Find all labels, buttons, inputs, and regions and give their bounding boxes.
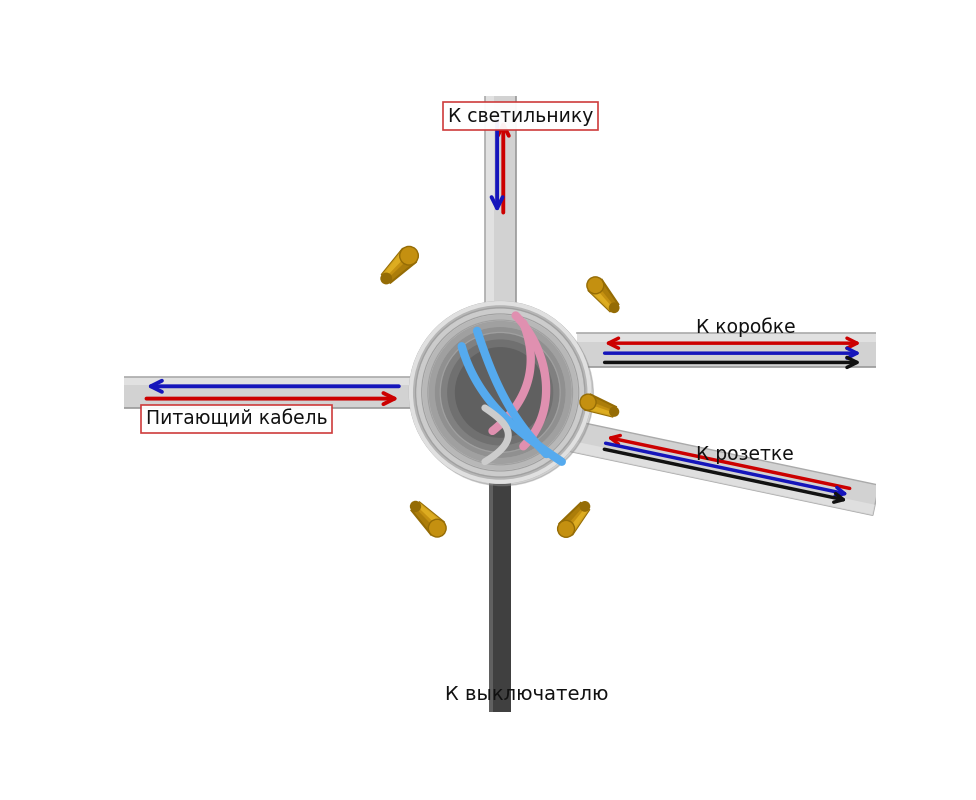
Circle shape: [410, 501, 422, 512]
Polygon shape: [577, 333, 876, 342]
Circle shape: [580, 394, 596, 410]
Polygon shape: [586, 404, 614, 417]
Polygon shape: [567, 507, 590, 534]
Polygon shape: [485, 96, 494, 312]
Polygon shape: [562, 439, 875, 515]
Polygon shape: [589, 280, 618, 311]
Circle shape: [609, 302, 620, 313]
Polygon shape: [412, 507, 436, 534]
Circle shape: [609, 406, 620, 417]
Text: К светильнику: К светильнику: [448, 106, 593, 126]
Polygon shape: [559, 503, 584, 528]
Polygon shape: [596, 280, 618, 307]
Polygon shape: [586, 394, 616, 417]
Polygon shape: [489, 474, 511, 712]
Polygon shape: [489, 474, 493, 712]
Polygon shape: [387, 257, 416, 282]
Polygon shape: [125, 377, 420, 385]
Polygon shape: [417, 502, 443, 527]
Circle shape: [412, 304, 593, 486]
Polygon shape: [485, 96, 515, 312]
Polygon shape: [125, 377, 420, 408]
Circle shape: [587, 277, 604, 294]
Circle shape: [417, 310, 584, 476]
Circle shape: [448, 340, 552, 445]
Polygon shape: [562, 420, 879, 515]
Circle shape: [424, 315, 577, 470]
Polygon shape: [382, 249, 416, 282]
Circle shape: [557, 520, 575, 538]
Text: К коробке: К коробке: [696, 318, 795, 338]
Circle shape: [428, 519, 446, 537]
Polygon shape: [589, 394, 616, 410]
Text: К выключателю: К выключателю: [445, 686, 608, 704]
Circle shape: [400, 246, 419, 265]
Circle shape: [429, 322, 571, 463]
Text: Питающий кабель: Питающий кабель: [146, 410, 328, 428]
Circle shape: [580, 501, 590, 512]
Text: К розетке: К розетке: [696, 445, 793, 464]
Polygon shape: [589, 286, 613, 311]
Polygon shape: [559, 503, 590, 534]
Polygon shape: [412, 502, 443, 534]
Circle shape: [456, 348, 545, 437]
Circle shape: [435, 328, 565, 457]
Polygon shape: [382, 249, 408, 278]
Polygon shape: [577, 333, 876, 367]
Circle shape: [442, 334, 558, 451]
Circle shape: [381, 273, 392, 285]
Circle shape: [409, 302, 591, 483]
